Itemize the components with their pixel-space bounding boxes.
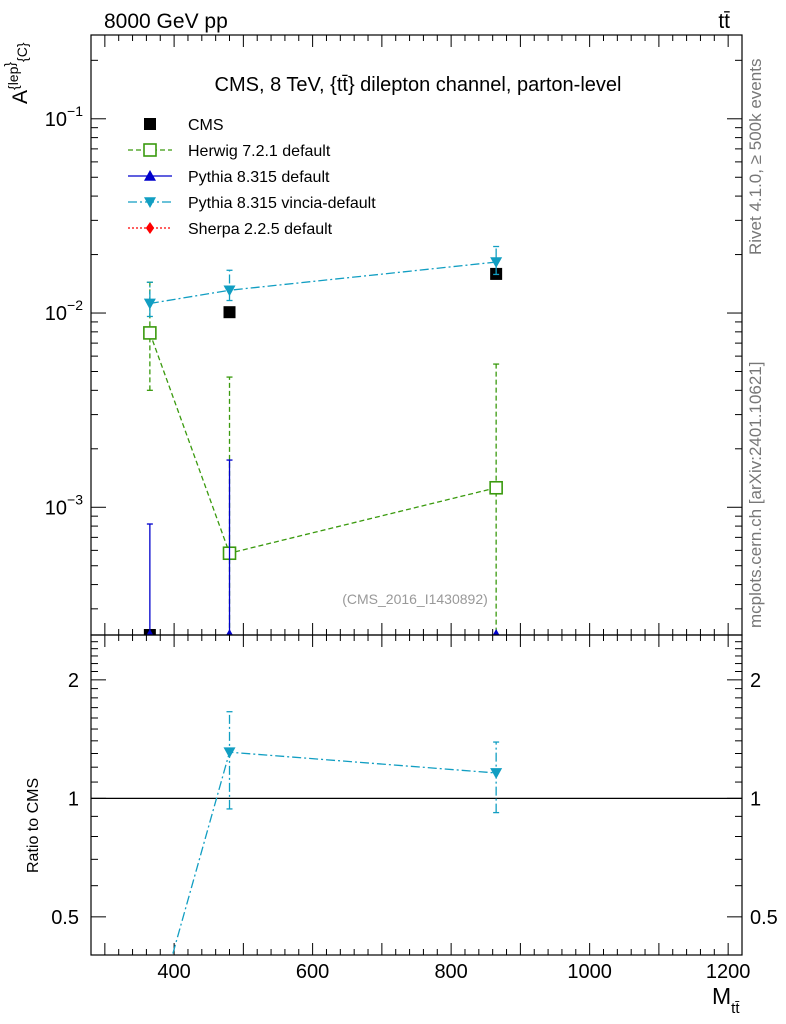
legend-entry: Sherpa 2.2.5 default [128,221,333,238]
x-tick-label: 1200 [706,961,751,983]
data-point [144,118,156,130]
x-tick-labels: 400 600 800 1000 1200 [157,961,750,983]
legend-label: Pythia 8.315 vincia-default [188,195,376,212]
series-pythia-8-315-vincia-default [171,711,503,955]
y-tick-label: 0.5 [51,907,79,929]
data-point [145,222,155,234]
svg-text:A{lep}{C}: A{lep}{C} [1,42,32,104]
main-y-axis-label: A{lep}{C} [1,42,32,104]
x-tick-label: 1000 [567,961,612,983]
main-series [143,245,503,635]
data-point [490,257,503,269]
legend-label: CMS [188,117,224,134]
svg-text:Mtt̄: Mtt̄ [712,983,740,1017]
y-tick-label: 10−3 [45,491,83,519]
series-pythia-8-315-default [146,459,500,635]
data-point [226,629,233,635]
y-tick-label: 1 [750,788,761,810]
data-point [144,197,156,208]
data-point [489,480,503,495]
y-tick-label: 0.5 [750,907,778,929]
x-tick-label: 600 [296,961,329,983]
legend-entry: Herwig 7.2.1 default [128,143,331,160]
rivet-version-label: Rivet 4.1.0, ≥ 500k events [746,58,765,255]
data-point [223,306,236,319]
beam-label: 8000 GeV pp [104,10,228,33]
x-tick-label: 800 [434,961,467,983]
data-point [492,629,500,635]
series-line [149,332,497,554]
series-line [171,751,497,955]
ratio-panel-ticks [91,634,742,956]
y-tick-label: 1 [68,788,79,810]
legend-entry: Pythia 8.315 vincia-default [128,195,376,212]
series-pythia-8-315-vincia-default [143,245,503,318]
legend-label: Sherpa 2.2.5 default [188,221,333,238]
ratio-panel-frame [90,634,743,956]
y-tick-label: 10−2 [45,297,83,325]
x-tick-label: 400 [157,961,190,983]
data-point [223,747,236,759]
data-point [490,768,503,779]
main-title: CMS, 8 TeV, {tt̄} dilepton channel, part… [215,74,622,96]
legend-entry: Pythia 8.315 default [128,169,330,186]
ratio-y-axis-label: Ratio to CMS [25,778,42,873]
series-line [149,261,497,305]
series-herwig-7-2-1-default [143,281,503,635]
legend: CMS Herwig 7.2.1 default Pythia 8.315 defa… [128,117,376,238]
legend-label: Pythia 8.315 default [188,169,330,186]
watermark: (CMS_2016_I1430892) [342,591,488,607]
process-label: tt̄ [718,10,730,33]
y-tick-label: 2 [68,670,79,692]
series-cms [143,267,503,635]
data-point [143,143,157,157]
y-tick-label: 2 [750,670,761,692]
data-point [143,326,157,340]
x-axis-label: Mtt̄ [712,983,740,1017]
legend-label: Herwig 7.2.1 default [188,143,331,160]
data-point [143,298,156,310]
mcplots-label: mcplots.cern.ch [arXiv:2401.10621] [746,361,765,628]
main-panel-ticks [91,35,742,635]
ratio-y-tick-labels: 0.5 0.5 1 1 2 2 [51,670,778,929]
y-tick-label: 10−1 [45,103,83,131]
legend-entry: CMS [144,117,224,134]
data-point [146,629,154,635]
data-point [144,170,156,181]
data-point [223,285,236,297]
main-y-tick-labels: 10−3 10−2 10−1 [45,103,83,519]
ratio-series [171,711,503,955]
